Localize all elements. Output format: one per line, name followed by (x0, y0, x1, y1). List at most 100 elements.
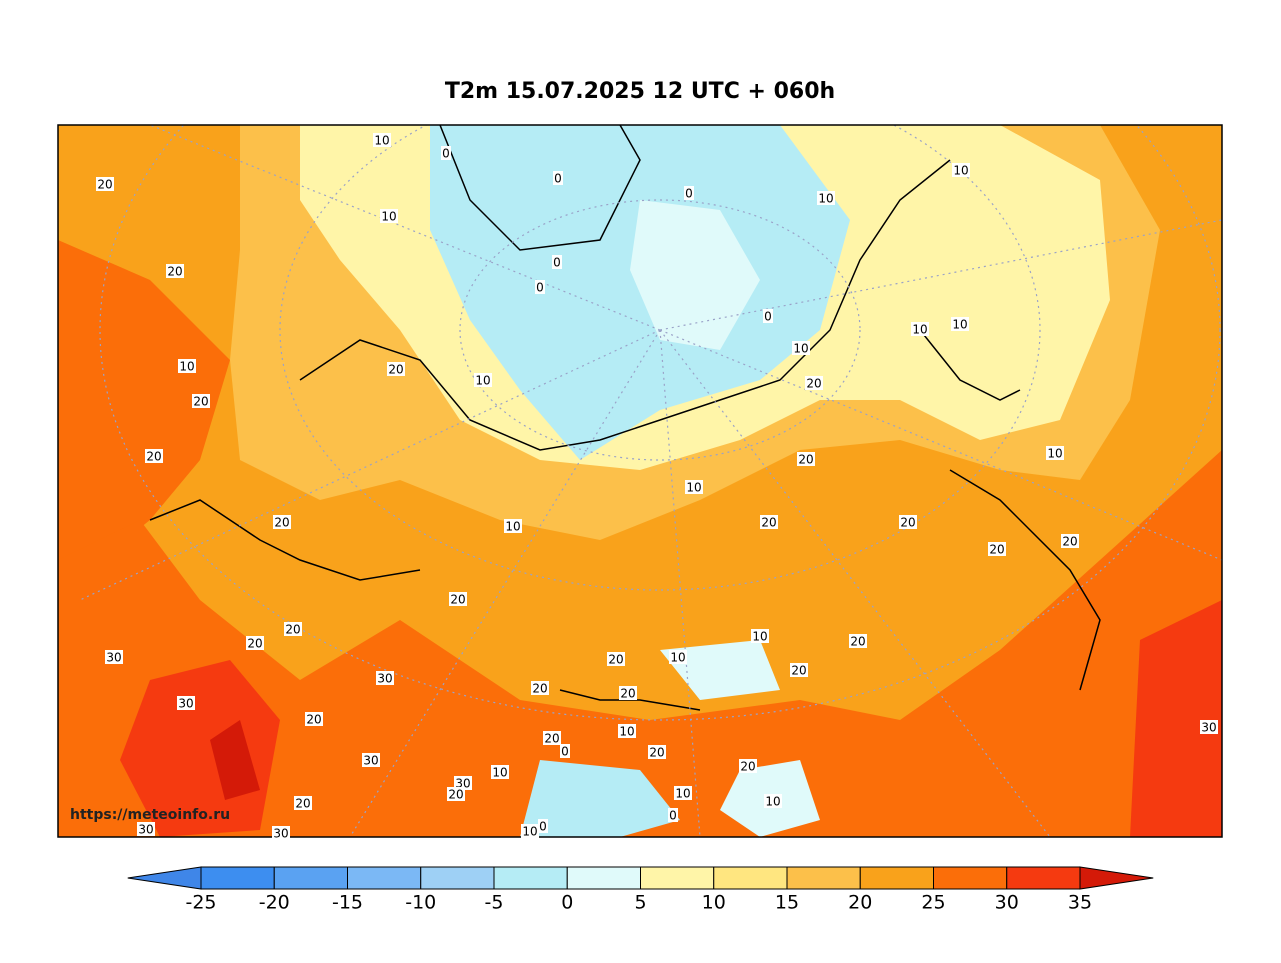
contour-label: 0 (669, 809, 677, 823)
label-bg (177, 696, 195, 710)
label-bg (145, 449, 163, 463)
contour-label: 20 (247, 637, 262, 651)
contour-label: 20 (649, 746, 664, 760)
contour-label: 20 (97, 178, 112, 192)
contour-label: 0 (539, 820, 547, 834)
contour-label: 10 (475, 374, 490, 388)
label-bg (751, 629, 769, 643)
contour-label: 30 (377, 672, 392, 686)
label-bg (849, 634, 867, 648)
label-bg (192, 394, 210, 408)
contour-label: 30 (106, 651, 121, 665)
label-bg (447, 787, 465, 801)
contour-label: 20 (306, 713, 321, 727)
contour-label: 20 (274, 516, 289, 530)
label-bg (178, 359, 196, 373)
label-bg (790, 663, 808, 677)
colorbar-box (273, 866, 348, 890)
label-bg (685, 480, 703, 494)
label-bg (619, 686, 637, 700)
cold-area (520, 760, 680, 837)
contour-label: 20 (989, 543, 1004, 557)
contour-label: 0 (554, 172, 562, 186)
colorbar-tick-label: -10 (405, 892, 436, 914)
contour-label: 20 (295, 797, 310, 811)
contour-label: 10 (374, 134, 389, 148)
label-bg (272, 826, 290, 840)
contour-label: 30 (273, 827, 288, 841)
contour-label: 0 (561, 745, 569, 759)
contour-label: 20 (608, 653, 623, 667)
label-bg (552, 255, 562, 269)
hot-area (210, 720, 260, 800)
hot-area (1130, 600, 1222, 837)
label-bg (273, 515, 291, 529)
label-bg (535, 280, 545, 294)
label-bg (1061, 534, 1079, 548)
contour-label: 20 (620, 687, 635, 701)
label-bg (543, 731, 561, 745)
colorbar-tick-label: -5 (485, 892, 504, 914)
label-bg (105, 650, 123, 664)
label-bg (531, 681, 549, 695)
colorbar-tick-label: 5 (634, 892, 646, 914)
contour-label: 20 (544, 732, 559, 746)
contour-label: 0 (442, 147, 450, 161)
label-bg (739, 759, 757, 773)
cold-area (660, 640, 780, 700)
contour-label: 20 (791, 664, 806, 678)
label-bg (504, 519, 522, 533)
colorbar-box (200, 866, 275, 890)
label-bg (376, 671, 394, 685)
label-bg (669, 650, 687, 664)
colorbar-tick-label: 20 (848, 892, 872, 914)
label-bg (764, 794, 782, 808)
label-bg (553, 171, 563, 185)
map-field (58, 125, 1222, 837)
label-bg (166, 264, 184, 278)
label-bg (474, 373, 492, 387)
label-bg (817, 191, 835, 205)
label-bg (674, 786, 692, 800)
cold-area (630, 200, 760, 350)
label-bg (607, 652, 625, 666)
contour-label: 20 (1062, 535, 1077, 549)
contour-label: 0 (553, 256, 561, 270)
contour-label: 20 (798, 453, 813, 467)
contour-label: 20 (388, 363, 403, 377)
label-bg (988, 542, 1006, 556)
label-bg (491, 765, 509, 779)
contour-label: 30 (138, 823, 153, 837)
colorbar-tick-label: -25 (185, 892, 216, 914)
label-bg (441, 146, 451, 160)
colorbar-extend-high (1079, 866, 1154, 890)
label-bg (668, 808, 678, 822)
contour-label: 0 (685, 187, 693, 201)
contour-label: 20 (761, 516, 776, 530)
contour-label: 20 (448, 788, 463, 802)
contour-label: 20 (146, 450, 161, 464)
contour-label: 20 (806, 377, 821, 391)
contour-label: 20 (450, 593, 465, 607)
label-bg (449, 592, 467, 606)
label-bg (284, 622, 302, 636)
colorbar: -25 -20 -15 -10 -5 0 5 10 15 20 25 30 35 (127, 866, 1154, 914)
contour-label: 10 (492, 766, 507, 780)
colorbar-box (933, 866, 1008, 890)
colorbar-box (713, 866, 788, 890)
contour-label: 20 (532, 682, 547, 696)
contour-label: 10 (818, 192, 833, 206)
colorbar-box (420, 866, 495, 890)
label-bg (560, 744, 570, 758)
contour-label: 10 (179, 360, 194, 374)
watermark: https://meteoinfo.ru (70, 807, 230, 823)
contour-label: 20 (167, 265, 182, 279)
label-bg (362, 753, 380, 767)
label-bg (137, 822, 155, 836)
coastlines (149, 125, 1101, 711)
warm-area (58, 240, 230, 560)
colorbar-box (347, 866, 422, 890)
colorbar-box (859, 866, 934, 890)
label-bg (1200, 720, 1218, 734)
